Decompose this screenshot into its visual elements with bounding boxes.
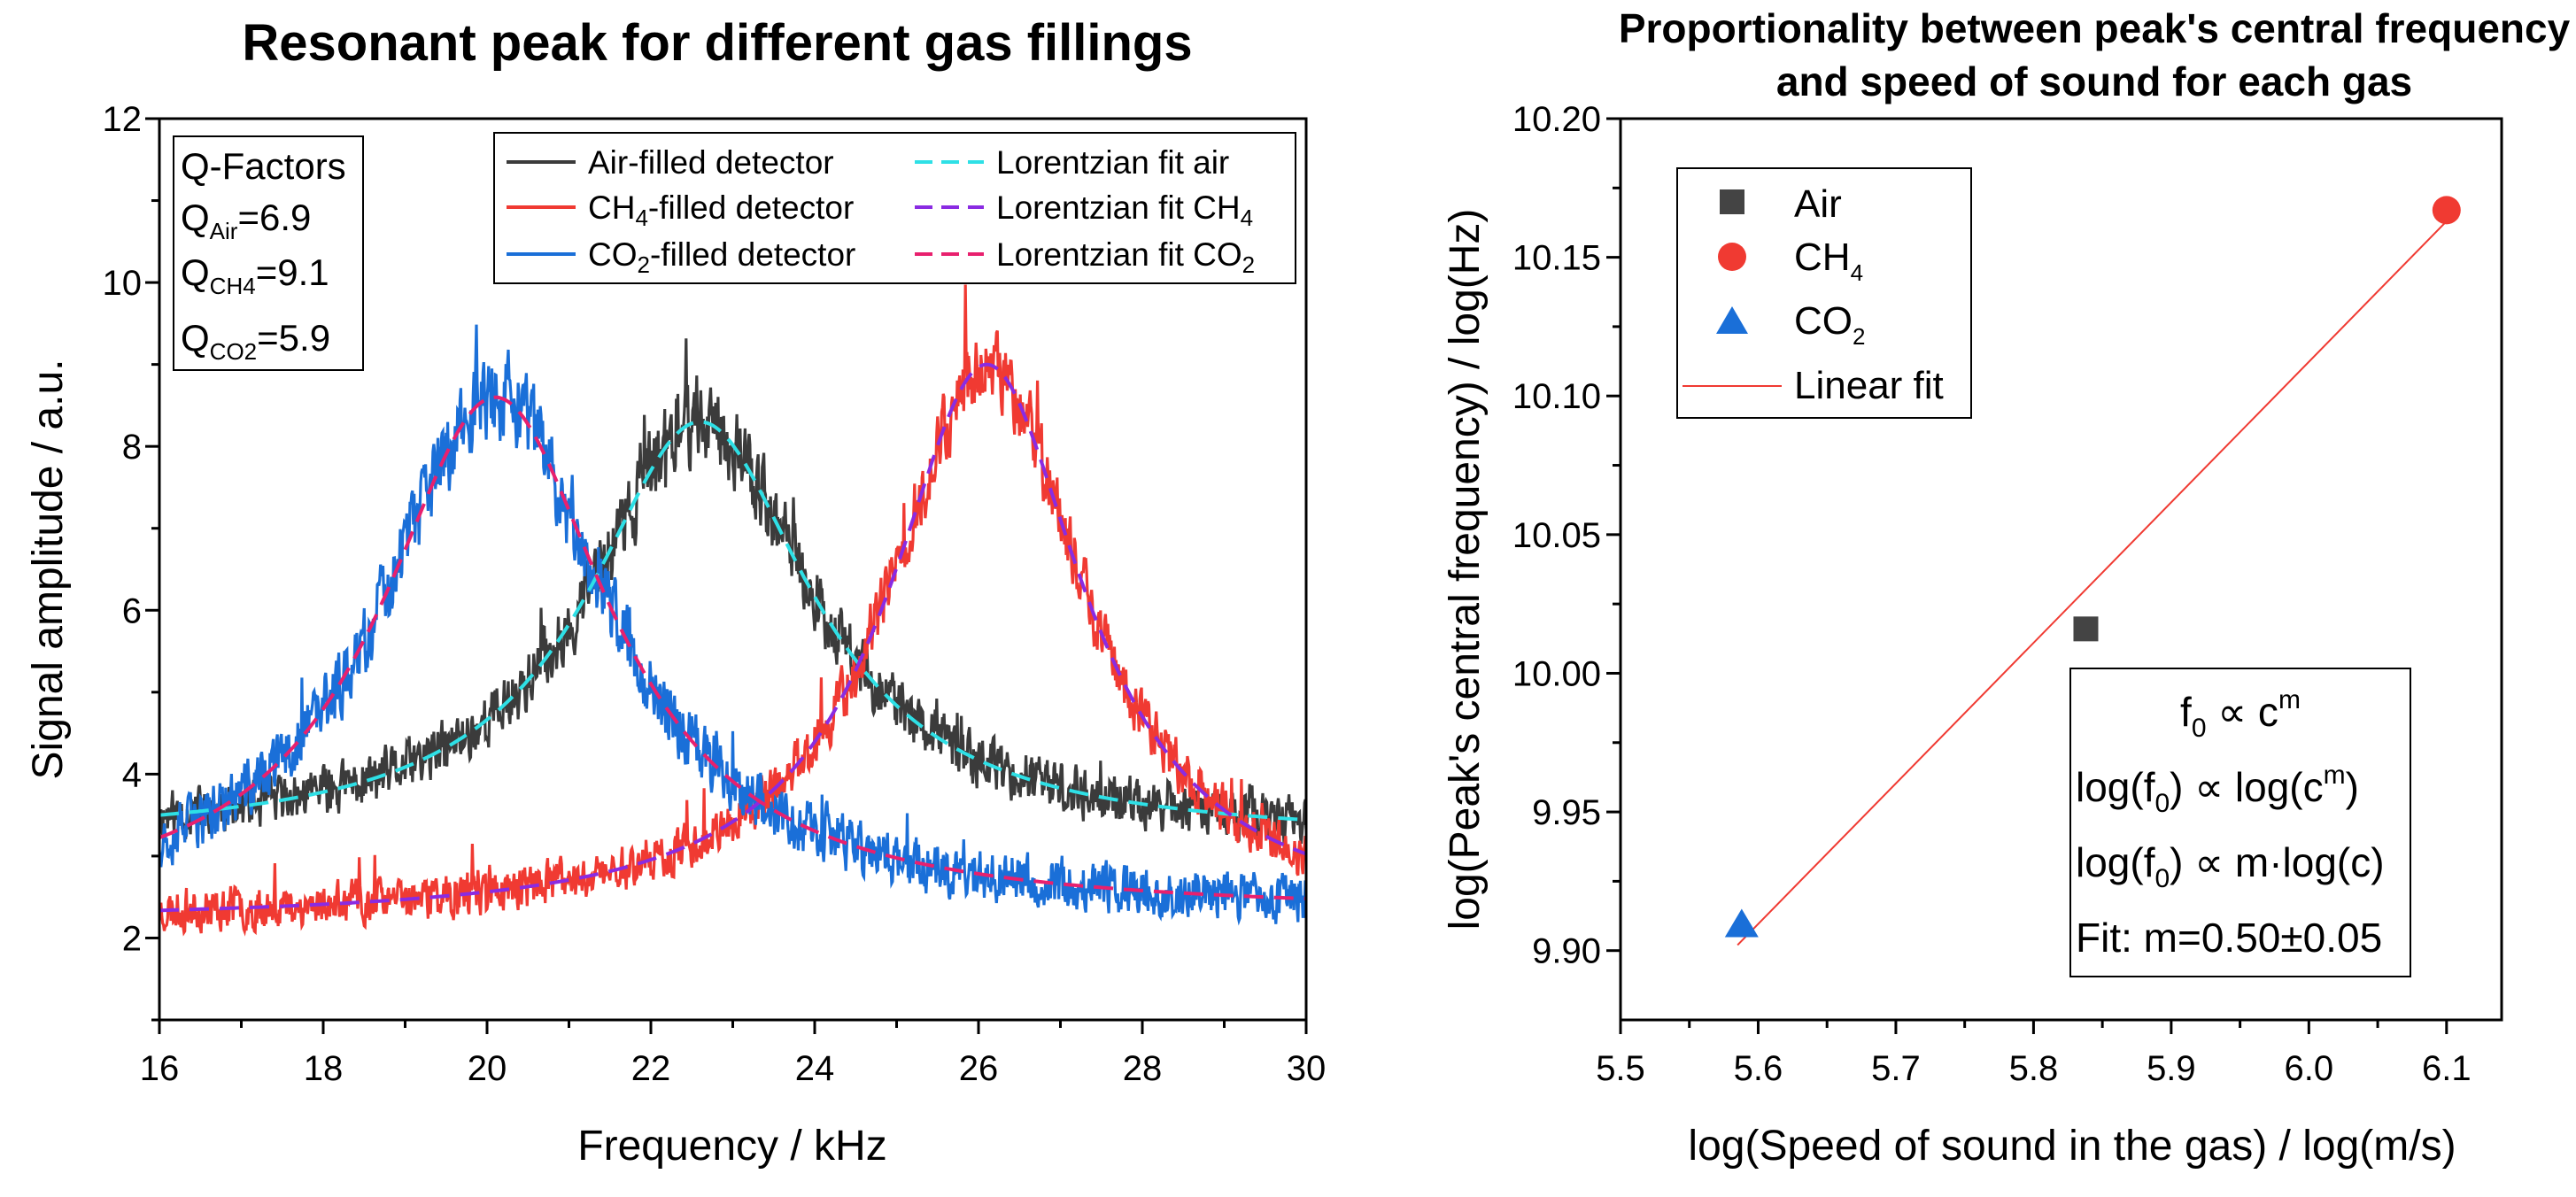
y-axis-left: 2 4 6 8 10 12 [103,100,143,958]
x-tick-label: 16 [140,1049,180,1088]
x-tick-label: 5.8 [2009,1049,2059,1088]
plot-frame-right [1619,117,2503,1022]
chart-title-right-line1: Proportionality between peak's central f… [1619,5,2571,51]
resonance-chart: Resonant peak for different gas fillings… [25,14,1326,1170]
y-tick-label: 6 [122,591,142,630]
legend-label-fit-ch4: Lorentzian fit CH4 [996,189,1253,231]
point-ch4 [2432,196,2461,225]
chart-title-right-line2: and speed of sound for each gas [1776,58,2412,104]
q-factor-air: QAir=6.9 [181,197,311,244]
x-axis-label-left: Frequency / kHz [577,1123,886,1170]
equation-box: f0 ∝ cm log(f0) ∝ log(cm) log(f0) ∝ m·lo… [2069,668,2411,977]
x-tick-label: 26 [959,1049,999,1088]
point-co2 [1724,908,1759,938]
legend-label-linear-fit: Linear fit [1794,364,1944,407]
equation-line4: Fit: m=0.50±0.05 [2076,915,2382,961]
x-tick-label: 5.9 [2147,1049,2196,1088]
q-factor-header: Q-Factors [181,145,346,187]
equation-line1: f0 ∝ cm [2180,685,2301,743]
legend-label-air: Air-filled detector [588,144,834,181]
equation-line3: log(f0) ∝ m·log(c) [2076,839,2385,893]
y-tick-label: 8 [122,428,142,467]
left-series-layer [159,284,1306,937]
y-tick-label: 10.10 [1512,377,1601,416]
q-factor-co2: QCO2=5.9 [181,317,330,365]
x-tick-label: 24 [795,1049,835,1088]
x-tick-label: 5.5 [1596,1049,1645,1088]
equation-line2: log(f0) ∝ log(cm) [2076,761,2359,818]
legend-marker-air [1720,189,1744,214]
x-axis-right: 5.5 5.6 5.7 5.8 5.9 6.0 6.1 [1596,1049,2471,1088]
fit-ch4 [159,362,1306,913]
x-tick-label: 30 [1287,1049,1327,1088]
x-tick-label: 28 [1123,1049,1163,1088]
y-tick-label: 10.05 [1512,516,1601,555]
fit-co2 [159,395,1306,900]
legend-left: Air-filled detector CH4-filled detector … [493,132,1296,284]
legend-label-co2-right: CO2 [1794,299,1865,350]
right-series-layer [1724,196,2461,946]
x-tick-label: 18 [304,1049,344,1088]
proportionality-chart: Proportionality between peak's central f… [1442,5,2571,1170]
legend-label-ch4: CH4-filled detector [588,189,854,231]
y-tick-label: 10 [103,264,143,303]
tick-marks-right [1606,117,2448,1034]
y-tick-label: 10.15 [1512,239,1601,278]
y-tick-label: 9.90 [1532,932,1601,971]
chart-title-left: Resonant peak for different gas fillings [242,14,1192,72]
q-factor-ch4: QCH4=9.1 [181,251,329,299]
legend-right: Air CH4 CO2 Linear fit [1676,167,1972,419]
x-tick-label: 6.0 [2285,1049,2334,1088]
x-tick-label: 5.7 [1871,1049,1921,1088]
series-co2 [159,324,1306,926]
legend-label-fit-co2: Lorentzian fit CO2 [996,236,1255,278]
x-tick-label: 5.6 [1734,1049,1783,1088]
point-air [2073,616,2099,642]
y-axis-label-right: log(Peak's central frequency) / log(Hz) [1442,209,1489,931]
y-axis-right: 9.90 9.95 10.00 10.05 10.10 10.15 10.20 [1512,100,1601,971]
fit-air [159,420,1306,822]
y-tick-label: 10.00 [1512,654,1601,693]
legend-marker-ch4 [1718,243,1746,271]
linear-fit-line [1737,220,2448,946]
legend-label-fit-air: Lorentzian fit air [996,144,1229,181]
legend-label-ch4-right: CH4 [1794,236,1863,286]
tick-marks-left [145,117,1308,1034]
x-axis-label-right: log(Speed of sound in the gas) / log(m/s… [1688,1123,2456,1170]
q-factor-box: Q-Factors QAir=6.9 QCH4=9.1 QCO2=5.9 [173,135,364,371]
y-tick-label: 9.95 [1532,793,1601,832]
x-tick-label: 20 [468,1049,507,1088]
y-axis-label-left: Signal amplitude / a.u. [25,359,72,780]
x-axis-left: 16 18 20 22 24 26 28 30 [140,1049,1327,1088]
series-ch4 [159,284,1306,937]
legend-marker-co2 [1716,306,1748,334]
legend-label-air-right: Air [1794,182,1842,226]
y-tick-label: 10.20 [1512,100,1601,139]
y-tick-label: 4 [122,755,142,794]
y-tick-label: 12 [103,100,143,139]
legend-label-co2: CO2-filled detector [588,236,855,278]
x-tick-label: 6.1 [2422,1049,2472,1088]
y-tick-label: 2 [122,919,142,958]
x-tick-label: 22 [631,1049,671,1088]
